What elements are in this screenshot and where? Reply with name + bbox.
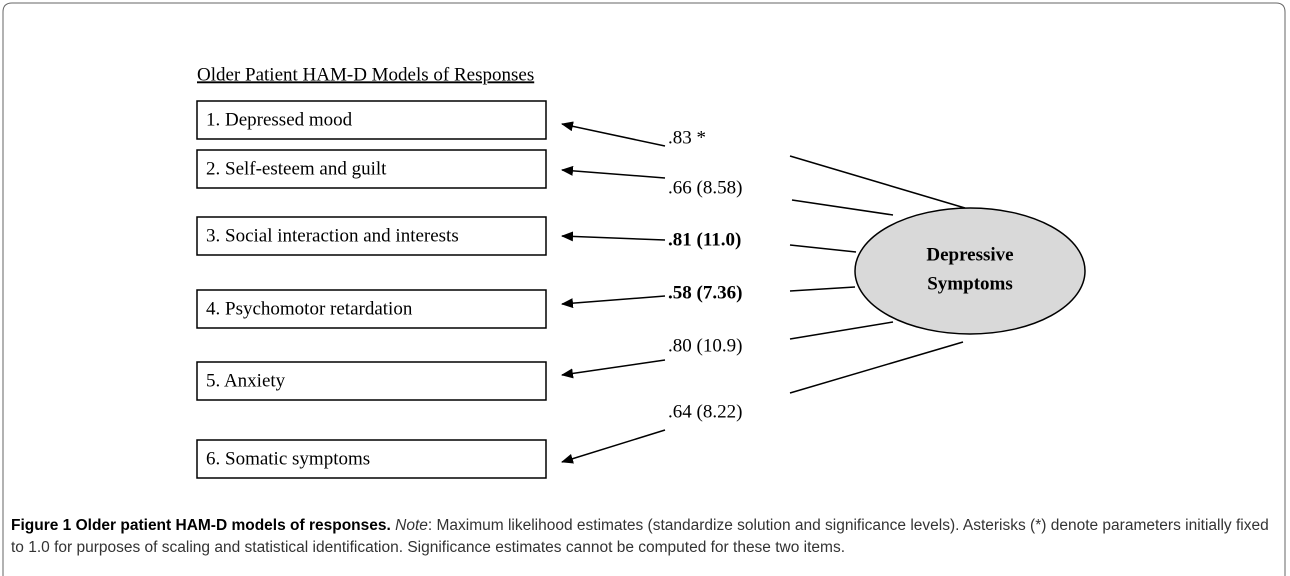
path-arrow	[561, 121, 666, 147]
latent-label: Depressive	[926, 244, 1013, 265]
path-label: .80 (10.9)	[668, 335, 742, 356]
item-box	[196, 439, 547, 479]
path-arrow	[561, 359, 666, 379]
path-label: .58 (7.36)	[668, 282, 742, 303]
path-arrow	[561, 429, 666, 464]
item-label: 2. Self-esteem and guilt	[206, 158, 387, 179]
item-box	[196, 149, 547, 189]
item-box	[196, 289, 547, 329]
item-box	[196, 216, 547, 256]
figure-title: Older Patient HAM-D Models of Responses	[197, 64, 534, 85]
path-line	[789, 286, 856, 292]
caption-label: Figure 1 Older patient HAM-D models of r…	[11, 517, 391, 534]
latent-ellipse	[854, 207, 1086, 335]
latent-label: Symptoms	[927, 273, 1013, 294]
item-label: 3. Social interaction and interests	[206, 225, 459, 246]
item-box	[196, 361, 547, 401]
path-line	[791, 199, 894, 216]
path-line	[789, 341, 964, 394]
path-label: .64 (8.22)	[668, 401, 742, 422]
path-line	[789, 321, 894, 340]
item-label: 5. Anxiety	[206, 370, 286, 391]
item-box	[196, 100, 547, 140]
path-line	[789, 155, 966, 209]
path-arrow	[561, 231, 666, 242]
path-label: .83 *	[668, 127, 706, 148]
item-label: 4. Psychomotor retardation	[206, 298, 413, 319]
item-label: 6. Somatic symptoms	[206, 448, 370, 469]
path-label: .66 (8.58)	[668, 177, 742, 198]
caption: Figure 1 Older patient HAM-D models of r…	[11, 515, 1276, 559]
path-label: .81 (11.0)	[668, 229, 741, 250]
item-label: 1. Depressed mood	[206, 109, 353, 130]
path-line	[789, 244, 857, 253]
path-arrow	[561, 165, 666, 179]
path-arrow	[561, 295, 666, 309]
caption-note: Note	[395, 517, 428, 534]
caption-text: : Maximum likelihood estimates (standard…	[11, 517, 1269, 556]
